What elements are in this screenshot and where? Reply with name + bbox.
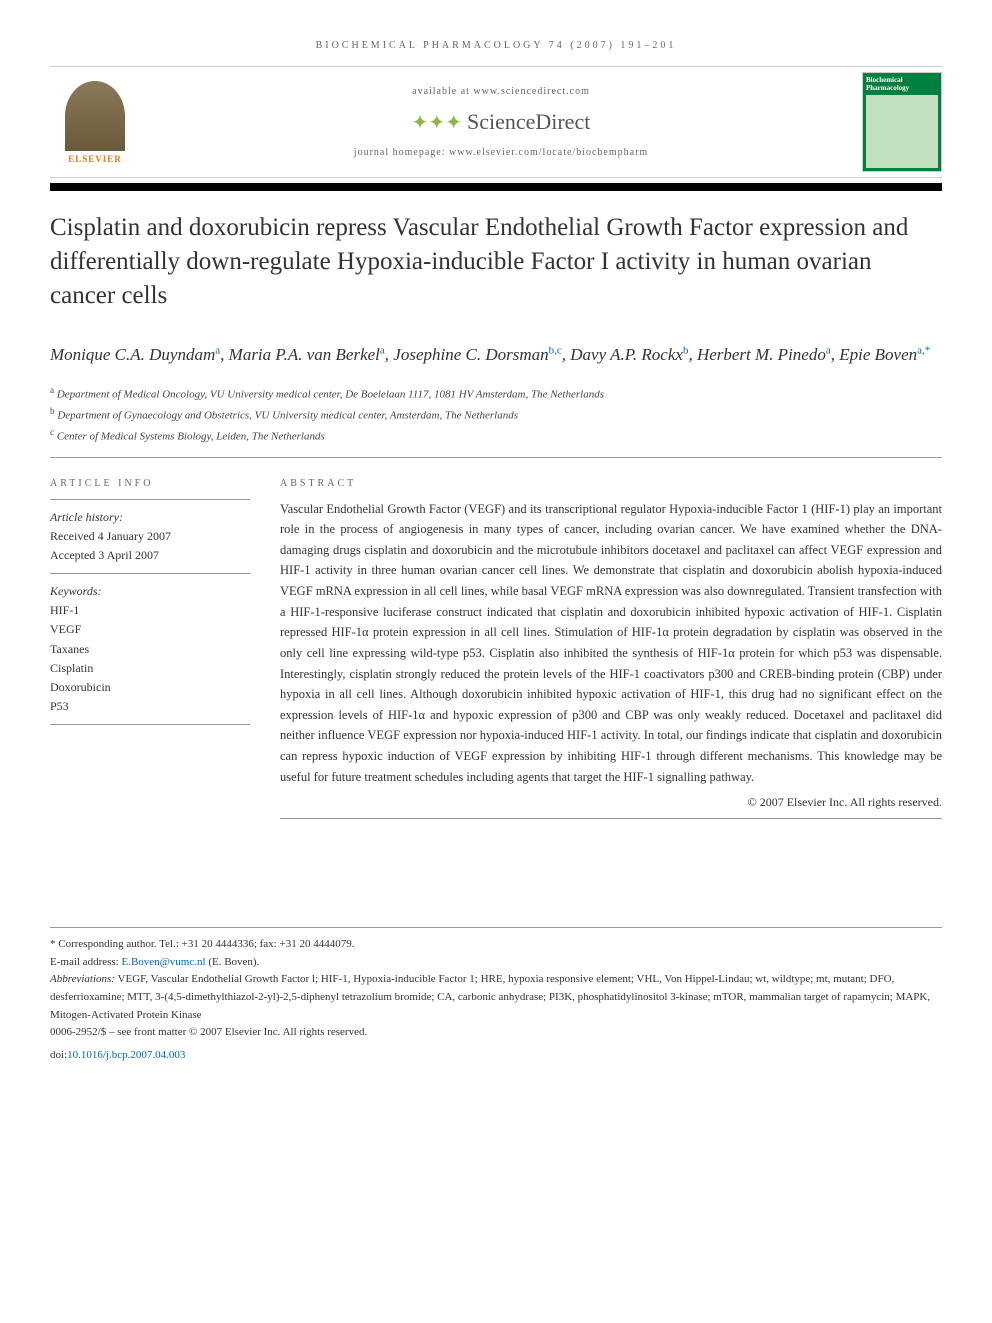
author-name: Monique C.A. Duyndama bbox=[50, 345, 220, 364]
footer-copyright: 0006-2952/$ – see front matter © 2007 El… bbox=[50, 1024, 942, 1042]
available-at-text: available at www.sciencedirect.com bbox=[140, 86, 862, 97]
keyword: P53 bbox=[50, 697, 250, 716]
abstract-text: Vascular Endothelial Growth Factor (VEGF… bbox=[280, 499, 942, 788]
info-divider bbox=[50, 573, 250, 574]
author-name: Davy A.P. Rockxb bbox=[570, 345, 688, 364]
author-affiliation-sup: a bbox=[215, 345, 220, 357]
article-history-accepted: Accepted 3 April 2007 bbox=[50, 546, 250, 565]
journal-cover-title: Biochemical Pharmacology bbox=[866, 76, 938, 92]
content-row: ARTICLE INFO Article history: Received 4… bbox=[50, 478, 942, 828]
abstract-column: ABSTRACT Vascular Endothelial Growth Fac… bbox=[280, 478, 942, 828]
doi-prefix: doi: bbox=[50, 1049, 67, 1061]
journal-cover-body bbox=[866, 95, 938, 168]
keyword: VEGF bbox=[50, 620, 250, 639]
abstract-label: ABSTRACT bbox=[280, 478, 942, 489]
keyword: HIF-1 bbox=[50, 601, 250, 620]
affiliations-list: a Department of Medical Oncology, VU Uni… bbox=[50, 383, 942, 447]
author-affiliation-sup: a bbox=[380, 345, 385, 357]
abbreviations-label: Abbreviations: bbox=[50, 973, 115, 985]
author-name: Josephine C. Dorsmanb,c bbox=[393, 345, 562, 364]
author-affiliation-sup: b bbox=[683, 345, 689, 357]
article-info-label: ARTICLE INFO bbox=[50, 478, 250, 489]
article-history-received: Received 4 January 2007 bbox=[50, 527, 250, 546]
header-section: ELSEVIER available at www.sciencedirect.… bbox=[50, 66, 942, 178]
corresponding-author: * Corresponding author. Tel.: +31 20 444… bbox=[50, 936, 942, 954]
homepage-text: journal homepage: www.elsevier.com/locat… bbox=[140, 147, 862, 158]
center-info: available at www.sciencedirect.com ✦✦✦ S… bbox=[140, 86, 862, 158]
doi-line: doi:10.1016/j.bcp.2007.04.003 bbox=[50, 1047, 942, 1065]
sciencedirect-logo: ✦✦✦ ScienceDirect bbox=[140, 109, 862, 135]
abbreviations: Abbreviations: VEGF, Vascular Endothelia… bbox=[50, 971, 942, 1024]
journal-header: BIOCHEMICAL PHARMACOLOGY 74 (2007) 191–2… bbox=[50, 40, 942, 51]
affiliation: a Department of Medical Oncology, VU Uni… bbox=[50, 383, 942, 404]
email-suffix: (E. Boven). bbox=[208, 956, 259, 968]
info-divider bbox=[50, 499, 250, 500]
elsevier-tree-icon bbox=[65, 81, 125, 151]
elsevier-logo: ELSEVIER bbox=[50, 72, 140, 172]
keywords-section: Keywords: HIF-1VEGFTaxanesCisplatinDoxor… bbox=[50, 582, 250, 716]
abbreviations-text: VEGF, Vascular Endothelial Growth Factor… bbox=[50, 973, 930, 1020]
article-history-label: Article history: bbox=[50, 508, 250, 527]
author-name: Herbert M. Pinedoa bbox=[697, 345, 831, 364]
authors-list: Monique C.A. Duyndama, Maria P.A. van Be… bbox=[50, 342, 942, 368]
author-affiliation-sup: a bbox=[826, 345, 831, 357]
article-info-column: ARTICLE INFO Article history: Received 4… bbox=[50, 478, 250, 828]
keywords-label: Keywords: bbox=[50, 582, 250, 601]
author-name: Maria P.A. van Berkela bbox=[229, 345, 385, 364]
author-affiliation-sup: a,* bbox=[917, 345, 930, 357]
affiliation: b Department of Gynaecology and Obstetri… bbox=[50, 404, 942, 425]
copyright-text: © 2007 Elsevier Inc. All rights reserved… bbox=[280, 795, 942, 810]
footer-section: * Corresponding author. Tel.: +31 20 444… bbox=[50, 927, 942, 1064]
doi-link[interactable]: 10.1016/j.bcp.2007.04.003 bbox=[67, 1049, 185, 1061]
keyword: Taxanes bbox=[50, 640, 250, 659]
divider bbox=[50, 457, 942, 458]
article-history: Article history: Received 4 January 2007… bbox=[50, 508, 250, 566]
article-title: Cisplatin and doxorubicin repress Vascul… bbox=[50, 211, 942, 312]
author-name: Epie Bovena,* bbox=[839, 345, 930, 364]
black-bar-divider bbox=[50, 183, 942, 191]
email-link[interactable]: E.Boven@vumc.nl bbox=[121, 956, 205, 968]
affiliation: c Center of Medical Systems Biology, Lei… bbox=[50, 425, 942, 446]
email-line: E-mail address: E.Boven@vumc.nl (E. Bove… bbox=[50, 954, 942, 972]
author-affiliation-sup: b,c bbox=[549, 345, 562, 357]
elsevier-text: ELSEVIER bbox=[68, 154, 122, 164]
keyword: Cisplatin bbox=[50, 659, 250, 678]
sciencedirect-text: ScienceDirect bbox=[467, 109, 590, 135]
info-divider bbox=[280, 818, 942, 819]
info-divider bbox=[50, 724, 250, 725]
keyword: Doxorubicin bbox=[50, 678, 250, 697]
email-label: E-mail address: bbox=[50, 956, 119, 968]
sciencedirect-icon: ✦✦✦ bbox=[412, 110, 462, 135]
journal-cover: Biochemical Pharmacology bbox=[862, 72, 942, 172]
